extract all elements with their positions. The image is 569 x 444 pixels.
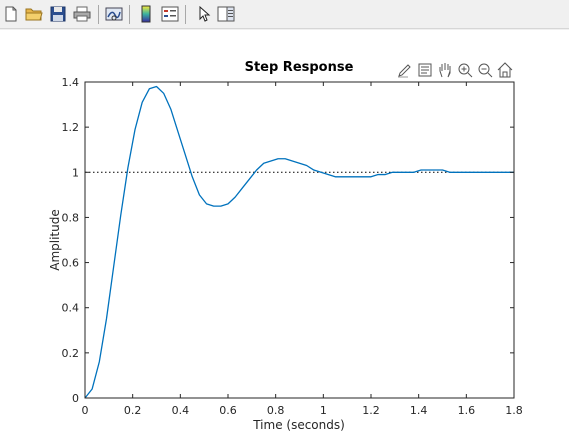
- y-tick-label: 1.2: [62, 121, 80, 134]
- y-tick-label: 0.4: [62, 302, 80, 315]
- x-tick-label: 1.2: [362, 404, 380, 417]
- toolbar-separator: [129, 5, 130, 24]
- data-tip-icon[interactable]: [416, 61, 434, 79]
- x-tick-label: 1.8: [505, 404, 523, 417]
- y-tick-label: 1: [72, 166, 79, 179]
- arrow-pointer-icon[interactable]: [193, 3, 215, 25]
- toolbar-separator: [185, 5, 186, 24]
- zoom-in-icon[interactable]: [456, 61, 474, 79]
- chart-title: Step Response: [245, 60, 354, 75]
- home-icon[interactable]: [496, 61, 514, 79]
- x-axis-label: Time (seconds): [252, 418, 345, 432]
- axes-box: [84, 81, 515, 399]
- x-tick-label: 0.8: [267, 404, 285, 417]
- x-tick-label: 1: [320, 404, 327, 417]
- zoom-out-icon[interactable]: [476, 61, 494, 79]
- step-response-line: [84, 85, 514, 399]
- floppy-disk-icon[interactable]: [47, 3, 69, 25]
- legend-icon[interactable]: [159, 3, 181, 25]
- y-axis-label: Amplitude: [48, 209, 62, 271]
- y-tick-label: 0.2: [62, 347, 80, 360]
- folder-icon[interactable]: [23, 3, 45, 25]
- x-tick-label: 1.4: [410, 404, 428, 417]
- y-tick-label: 0: [72, 392, 79, 405]
- axes-background: [85, 82, 514, 398]
- toolbar-separator: [98, 5, 99, 24]
- new-document-icon[interactable]: [0, 3, 22, 25]
- y-tick-label: 0.8: [62, 211, 80, 224]
- figure-toolbar: [0, 0, 569, 29]
- pan-hand-icon[interactable]: [436, 61, 454, 79]
- x-tick-label: 0.6: [219, 404, 237, 417]
- x-tick-label: 0: [82, 404, 89, 417]
- property-panel-icon[interactable]: [215, 3, 237, 25]
- y-tick-label: 0.6: [62, 257, 80, 270]
- x-tick-label: 1.6: [458, 404, 476, 417]
- x-tick-label: 0.2: [124, 404, 142, 417]
- colorbar-icon[interactable]: [135, 3, 157, 25]
- y-tick-label: 1.4: [62, 76, 80, 89]
- x-tick-label: 0.4: [172, 404, 190, 417]
- link-plot-icon[interactable]: [103, 3, 125, 25]
- printer-icon[interactable]: [71, 3, 93, 25]
- brush-icon[interactable]: [396, 61, 414, 79]
